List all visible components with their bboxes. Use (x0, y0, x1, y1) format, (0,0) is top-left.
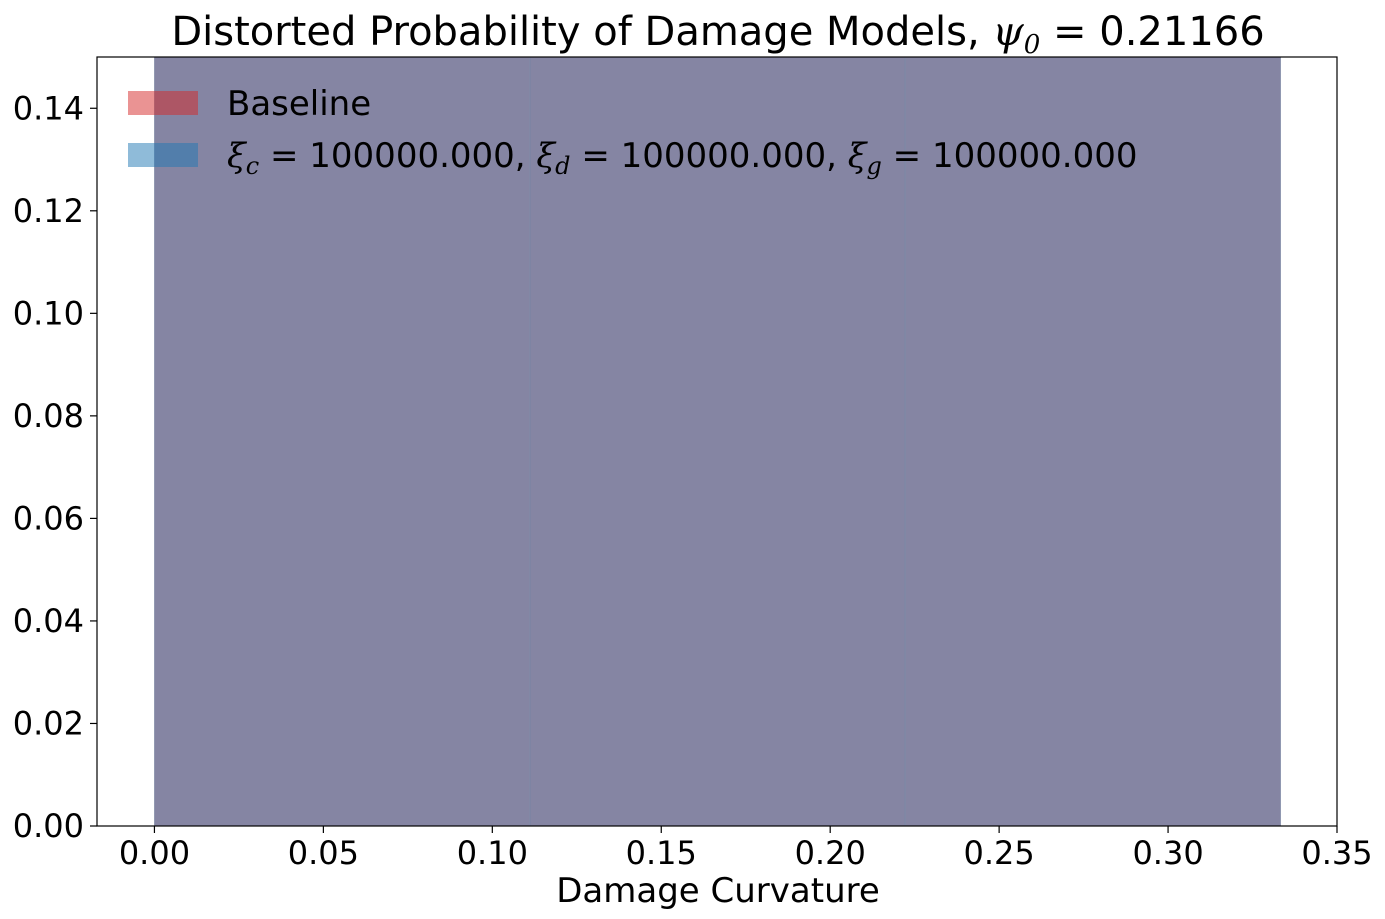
y-tick-label: 0.06 (13, 499, 84, 537)
axes-layer (96, 56, 1338, 827)
bar-series1-bin1 (529, 57, 906, 826)
ticks-layer: 0.00 0.05 0.10 0.15 0.20 0.25 0.30 0.35 0.00 0.02… (13, 89, 1373, 872)
x-tick-label: 0.25 (964, 834, 1035, 872)
legend-swatch-distorted (128, 143, 198, 167)
bar-series1-bin0 (154, 57, 531, 826)
y-tick-label: 0.10 (13, 294, 84, 332)
x-tick-label: 0.20 (795, 834, 866, 872)
x-tick-label: 0.30 (1132, 834, 1203, 872)
chart-title: Distorted Probability of Damage Models, … (171, 9, 1264, 60)
legend-label-distorted: ξc = 100000.000, ξd = 100000.000, ξg = 1… (227, 136, 1137, 180)
axes-frame (96, 56, 1338, 827)
y-tick-label: 0.04 (13, 602, 84, 640)
y-tick-label: 0.02 (13, 704, 84, 742)
x-axis-label: Damage Curvature (556, 871, 880, 911)
y-tick-label: 0.08 (13, 397, 84, 435)
legend: Baseline ξc = 100000.000, ξd = 100000.00… (128, 84, 1137, 180)
bars-layer (154, 57, 1281, 826)
y-tick-label: 0.14 (13, 89, 84, 127)
y-tick-label: 0.12 (13, 192, 84, 230)
legend-label-baseline: Baseline (227, 84, 371, 124)
y-tick-label: 0.00 (13, 807, 84, 845)
bar-series1-bin2 (904, 57, 1281, 826)
x-tick-label: 0.35 (1301, 834, 1372, 872)
x-tick-label: 0.05 (288, 834, 359, 872)
x-tick-label: 0.00 (119, 834, 190, 872)
x-tick-label: 0.15 (626, 834, 697, 872)
legend-swatch-baseline (128, 91, 198, 115)
x-tick-label: 0.10 (457, 834, 528, 872)
